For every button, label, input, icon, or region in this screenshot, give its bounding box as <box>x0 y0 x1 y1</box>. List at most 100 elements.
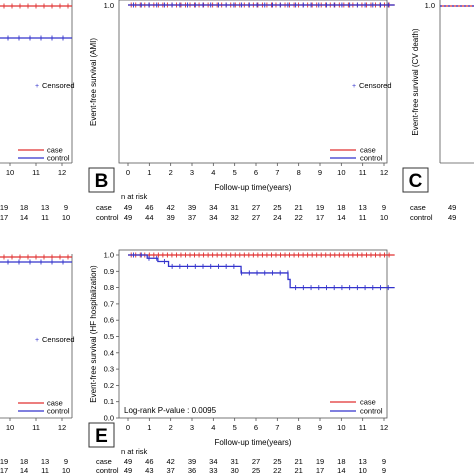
pb-risk-case-12: 9 <box>382 203 386 212</box>
panel-b-y-label: Event-free survival (AMI) <box>89 38 98 126</box>
pe-y-tick-0.0: 0.0 <box>104 414 114 423</box>
panel-e-legend-control: control <box>360 407 383 416</box>
panel-c-letter-box <box>402 167 429 193</box>
pe-risk-control-11: 10 <box>358 466 366 474</box>
panel-e-plot-frame <box>118 249 388 419</box>
pa-x-tick-10: 10 <box>6 168 14 177</box>
pe-x-tick-5: 5 <box>233 423 237 432</box>
pb-risk-control-4: 34 <box>209 213 217 222</box>
pe-risk-control-3: 36 <box>188 466 196 474</box>
pb-risk-case-11: 13 <box>358 203 366 212</box>
panel-b: 0 1 2 3 4 5 6 7 8 9 10 11 12 1.0 Event-free survival… <box>88 0 395 222</box>
pe-y-tick-0.1: 0.1 <box>104 397 114 406</box>
pe-risk-case-6: 27 <box>252 457 260 466</box>
panel-a-censored-label: Censored <box>42 81 75 90</box>
panel-c-risk-control-label: control <box>410 213 433 222</box>
pb-risk-control-9: 17 <box>316 213 324 222</box>
pb-x-tick-6: 6 <box>254 168 258 177</box>
pa-risk-control-3: 10 <box>62 213 70 222</box>
pb-x-tick-8: 8 <box>297 168 301 177</box>
pb-risk-case-7: 25 <box>273 203 281 212</box>
panel-b-x-label: Follow-up time(years) <box>215 183 292 192</box>
pb-risk-control-3: 37 <box>188 213 196 222</box>
pe-x-tick-2: 2 <box>169 423 173 432</box>
pa-risk-case-0: 19 <box>0 203 8 212</box>
pb-risk-case-4: 34 <box>209 203 217 212</box>
pe-risk-control-0: 49 <box>124 466 132 474</box>
pb-risk-case-5: 31 <box>230 203 238 212</box>
pe-x-tick-11: 11 <box>359 423 367 432</box>
pe-risk-control-10: 14 <box>337 466 345 474</box>
panel-b-letter: B <box>95 171 109 192</box>
pe-risk-case-1: 46 <box>145 457 153 466</box>
panel-b-risk-case-label: case <box>96 203 112 212</box>
panel-b-risk-title: n at risk <box>121 192 148 201</box>
panel-b-legend-control: control <box>360 154 383 163</box>
pa-risk-case-2: 13 <box>41 203 49 212</box>
pe-risk-control-12: 9 <box>382 466 386 474</box>
pb-risk-control-8: 22 <box>294 213 302 222</box>
pe-risk-control-8: 21 <box>294 466 302 474</box>
panel-a-legend-control: control <box>47 154 70 163</box>
panel-a: 10 11 12 + Censored case control 19 18 13 9 17… <box>0 0 75 222</box>
pd-risk-control-0: 17 <box>0 466 8 474</box>
pa-x-tick-11: 11 <box>32 168 40 177</box>
pb-risk-case-6: 27 <box>252 203 260 212</box>
pb-risk-control-2: 39 <box>166 213 174 222</box>
pe-risk-control-7: 22 <box>273 466 281 474</box>
pe-x-tick-1: 1 <box>147 423 151 432</box>
pe-risk-case-4: 34 <box>209 457 217 466</box>
pe-y-tick-0.3: 0.3 <box>104 365 114 374</box>
pe-risk-control-4: 33 <box>209 466 217 474</box>
pb-risk-case-3: 39 <box>188 203 196 212</box>
pe-risk-control-5: 30 <box>230 466 238 474</box>
panel-c: 1.0 Event-free survival (CV death) C cas… <box>402 0 474 222</box>
pe-risk-case-0: 49 <box>124 457 132 466</box>
pb-x-tick-3: 3 <box>190 168 194 177</box>
pe-risk-case-5: 31 <box>230 457 238 466</box>
panel-e-letter-box <box>88 422 115 448</box>
panel-d-censored-label: Censored <box>42 335 75 344</box>
pe-risk-control-6: 25 <box>252 466 260 474</box>
pe-y-tick-0.8: 0.8 <box>104 283 114 292</box>
panel-d-legend-control: control <box>47 407 70 416</box>
pb-x-tick-10: 10 <box>337 168 345 177</box>
panel-e-risk-case-label: case <box>96 457 112 466</box>
pe-risk-case-7: 25 <box>273 457 281 466</box>
pe-risk-case-8: 21 <box>294 457 302 466</box>
pa-x-tick-12: 12 <box>58 168 66 177</box>
pb-x-tick-0: 0 <box>126 168 130 177</box>
pb-risk-case-0: 49 <box>124 203 132 212</box>
pe-y-tick-0.9: 0.9 <box>104 267 114 276</box>
panel-e-risk-control-label: control <box>96 466 119 474</box>
pe-risk-case-11: 13 <box>358 457 366 466</box>
panel-e-risk-title: n at risk <box>121 447 148 456</box>
pd-risk-case-3: 9 <box>64 457 68 466</box>
panel-e-letter: E <box>95 426 108 447</box>
pe-x-tick-8: 8 <box>297 423 301 432</box>
pd-x-tick-12: 12 <box>58 423 66 432</box>
pd-x-tick-10: 10 <box>6 423 14 432</box>
pb-risk-control-10: 14 <box>337 213 345 222</box>
pe-risk-case-9: 19 <box>316 457 324 466</box>
pe-series-control <box>128 254 395 289</box>
pb-risk-case-8: 21 <box>294 203 302 212</box>
pe-x-tick-0: 0 <box>126 423 130 432</box>
pb-risk-case-2: 42 <box>166 203 174 212</box>
pe-x-tick-10: 10 <box>337 423 345 432</box>
panel-d-censored-marker: + <box>35 337 39 344</box>
pe-risk-case-3: 39 <box>188 457 196 466</box>
pb-x-tick-11: 11 <box>359 168 367 177</box>
pb-risk-control-0: 49 <box>124 213 132 222</box>
pe-risk-control-2: 37 <box>166 466 174 474</box>
pb-x-tick-7: 7 <box>275 168 279 177</box>
panel-e-x-label: Follow-up time(years) <box>215 438 292 447</box>
pe-risk-control-1: 43 <box>145 466 153 474</box>
panel-c-letter: C <box>409 171 423 192</box>
panel-e-legend-case: case <box>360 398 376 407</box>
pe-x-tick-3: 3 <box>190 423 194 432</box>
pa-risk-control-2: 11 <box>41 213 49 222</box>
pb-risk-case-9: 19 <box>316 203 324 212</box>
pb-risk-control-5: 32 <box>230 213 238 222</box>
